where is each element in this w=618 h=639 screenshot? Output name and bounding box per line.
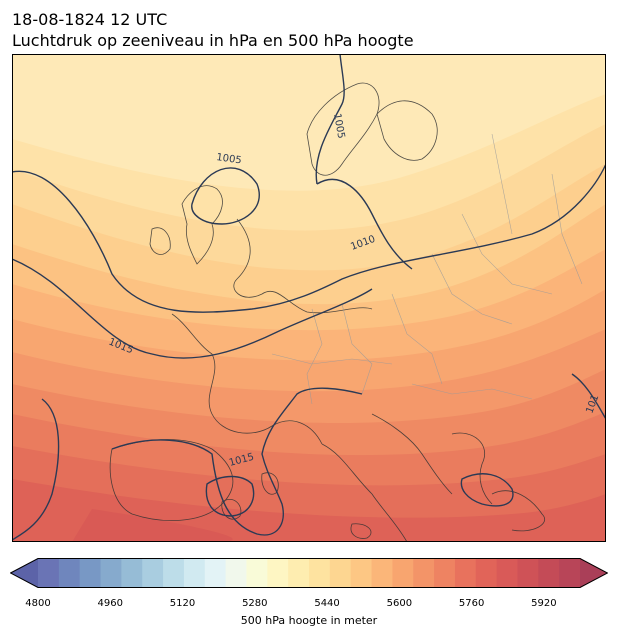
colorbar-swatch xyxy=(288,558,310,588)
colorbar-swatch xyxy=(142,558,164,588)
country-borders xyxy=(271,133,583,405)
colorbar-swatch xyxy=(225,558,248,588)
weather-map: 1005 1005 1010 1015 1015 101 xyxy=(12,54,606,542)
colorbar-swatch xyxy=(517,558,539,588)
coastlines xyxy=(109,82,545,542)
colorbar-tick-label: 5120 xyxy=(169,598,196,609)
colorbar xyxy=(9,558,609,588)
colorbar-swatch xyxy=(538,558,560,588)
colorbar-swatch xyxy=(121,558,143,588)
colorbar-swatch xyxy=(267,558,289,588)
colorbar-swatch xyxy=(350,558,373,588)
colorbar-swatch xyxy=(559,558,581,588)
colorbar-tick-label: 5440 xyxy=(314,598,340,609)
colorbar-swatch xyxy=(58,558,81,588)
isobars xyxy=(12,54,606,541)
isobar-label: 1005 xyxy=(216,152,243,166)
colorbar-label: 500 hPa hoogte in meter xyxy=(240,614,378,627)
colorbar-swatch xyxy=(163,558,185,588)
colorbar-swatch xyxy=(413,558,435,588)
chart-title-date: 18-08-1824 12 UTC xyxy=(12,10,168,29)
colorbar-swatch xyxy=(371,558,393,588)
colorbar-swatch xyxy=(496,558,519,588)
colorbar-swatch xyxy=(100,558,122,588)
colorbar-swatch xyxy=(475,558,498,588)
colorbar-swatch xyxy=(454,558,477,588)
colorbar-swatch xyxy=(392,558,414,588)
isobar-label: 1005 xyxy=(331,113,346,140)
colorbar-swatch xyxy=(329,558,352,588)
colorbar-tick-label: 5760 xyxy=(458,598,485,609)
colorbar-swatch xyxy=(204,558,227,588)
colorbar-swatch xyxy=(38,558,60,588)
colorbar-swatch xyxy=(434,558,456,588)
colorbar-swatch xyxy=(309,558,331,588)
colorbar-swatch xyxy=(246,558,268,588)
chart-title-description: Luchtdruk op zeeniveau in hPa en 500 hPa… xyxy=(12,31,414,50)
colorbar-tick-label: 5600 xyxy=(386,598,413,609)
colorbar-tick-label: 5920 xyxy=(531,598,557,609)
colorbar-tick-label: 4960 xyxy=(97,598,123,609)
colorbar-tick-label: 5280 xyxy=(242,598,268,609)
colorbar-swatch xyxy=(183,558,206,588)
colorbar-tick-label: 4800 xyxy=(25,598,51,609)
colorbar-swatch xyxy=(79,558,102,588)
